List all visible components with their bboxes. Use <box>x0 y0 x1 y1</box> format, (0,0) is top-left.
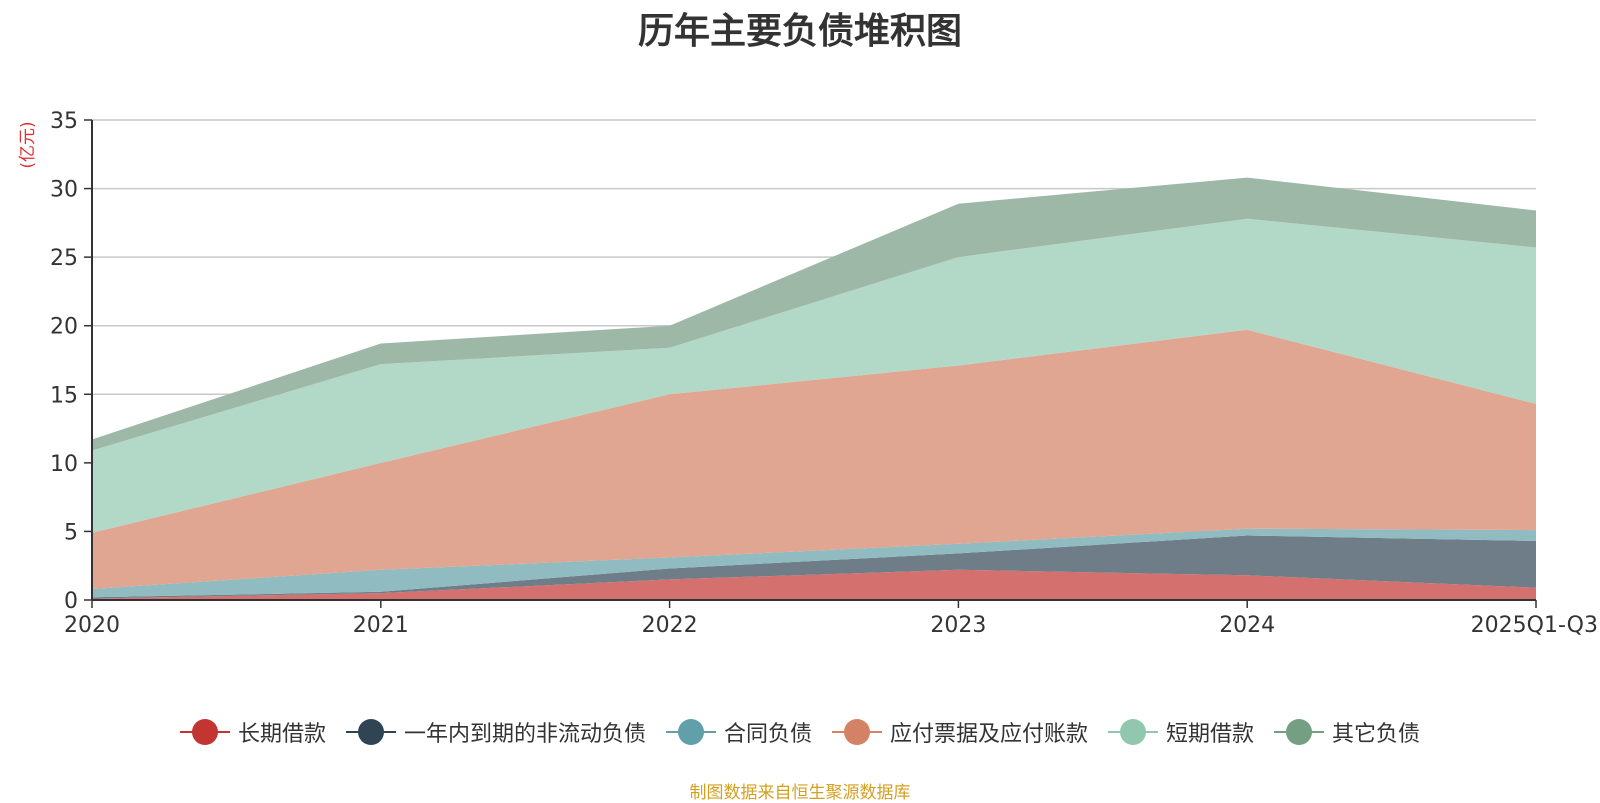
legend-label: 一年内到期的非流动负债 <box>403 722 646 747</box>
y-tick-label: 10 <box>50 452 78 477</box>
y-tick-label: 20 <box>50 315 78 340</box>
y-tick-label: 15 <box>50 383 78 408</box>
y-tick-label: 35 <box>50 109 78 134</box>
x-tick-label: 2020 <box>64 613 120 638</box>
x-tick-label: 2023 <box>930 613 986 638</box>
legend-item-5[interactable]: 其它负债 <box>1274 716 1420 748</box>
legend-label: 应付票据及应付账款 <box>890 722 1089 747</box>
area-series-0 <box>92 569 1536 600</box>
area-series-2 <box>92 528 1536 598</box>
legend: 长期借款 一年内到期的非流动负债 合同负债 应付票据及应付账款 短期借款 其它负债 <box>0 716 1600 748</box>
legend-swatch-icon <box>1274 719 1325 745</box>
y-axis-unit-label: (亿元) <box>18 121 38 168</box>
legend-swatch-icon <box>665 719 716 745</box>
legend-item-3[interactable]: 应付票据及应付账款 <box>832 716 1088 748</box>
legend-item-1[interactable]: 一年内到期的非流动负债 <box>345 716 646 748</box>
legend-swatch-icon <box>179 719 230 745</box>
area-series-1 <box>92 535 1536 599</box>
area-series <box>92 177 1536 600</box>
x-tick-label: 2022 <box>642 613 698 638</box>
legend-item-2[interactable]: 合同负债 <box>665 716 812 748</box>
area-series-4 <box>92 218 1536 533</box>
axes: 0 5 10 15 20 25 30 35 2020 2021 2022 2023 2024 2025Q1… <box>50 109 1598 638</box>
legend-item-4[interactable]: 短期借款 <box>1108 716 1254 748</box>
area-series-5 <box>92 177 1536 451</box>
y-tick-label: 0 <box>64 589 78 614</box>
legend-swatch-icon <box>345 719 396 745</box>
y-tick-label: 5 <box>64 520 78 545</box>
legend-label: 合同负债 <box>723 722 812 747</box>
area-series-3 <box>92 329 1536 589</box>
x-tick-label: 2025Q1-Q3 <box>1471 613 1598 638</box>
y-tick-label: 25 <box>50 246 78 271</box>
legend-label: 短期借款 <box>1166 722 1255 747</box>
legend-swatch-icon <box>832 719 882 745</box>
x-tick-label: 2024 <box>1219 613 1275 638</box>
legend-swatch-icon <box>1108 719 1159 745</box>
legend-item-0[interactable]: 长期借款 <box>179 716 326 748</box>
x-tick-label: 2021 <box>353 613 409 638</box>
y-tick-label: 30 <box>50 178 78 203</box>
legend-label: 其它负债 <box>1332 722 1421 747</box>
chart-title: 历年主要负债堆积图 <box>637 11 962 52</box>
source-note: 制图数据来自恒生聚源数据库 <box>689 783 911 803</box>
legend-label: 长期借款 <box>237 722 326 747</box>
